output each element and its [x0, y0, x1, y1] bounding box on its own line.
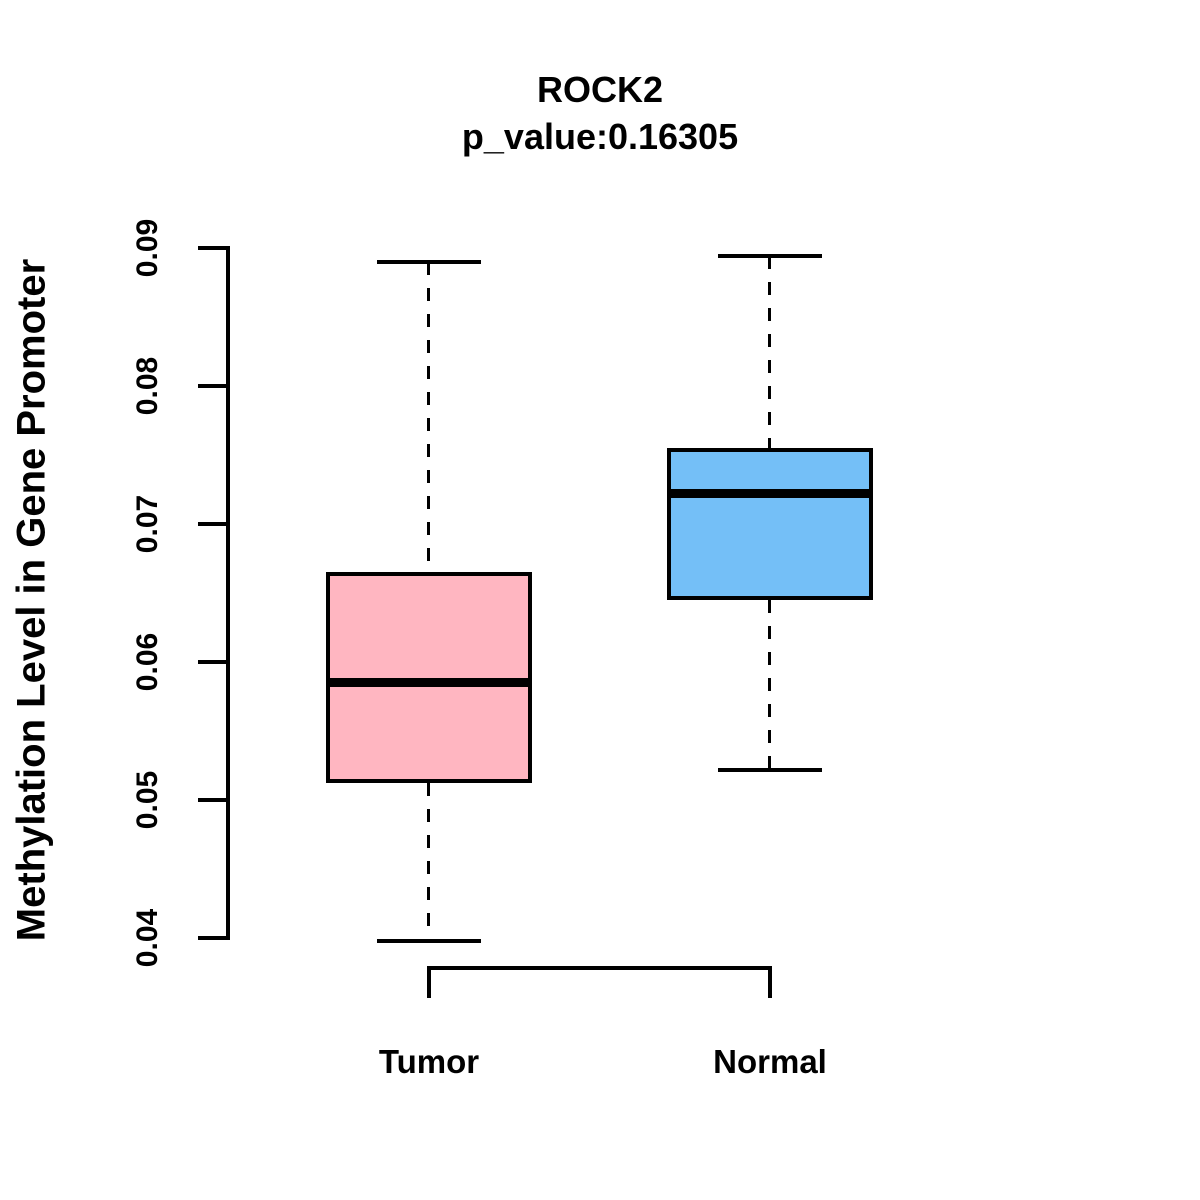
lower-whisker-line — [427, 783, 430, 941]
chart-title: ROCK2 — [536, 69, 664, 110]
y-axis-tick — [198, 522, 226, 526]
median-line-normal — [667, 489, 873, 499]
y-tick-label: 0.05 — [131, 770, 164, 830]
y-tick-label: 0.06 — [131, 632, 164, 692]
x-tick-label-normal: Normal — [713, 1043, 827, 1080]
y-tick-label: 0.04 — [131, 908, 164, 968]
y-axis-tick — [198, 798, 226, 802]
y-tick-label: 0.08 — [131, 356, 164, 416]
median-line-tumor — [326, 678, 532, 688]
y-axis-line — [226, 246, 230, 940]
upper-whisker-cap — [718, 254, 822, 259]
upper-whisker-cap — [377, 259, 481, 264]
x-tick-label-tumor: Tumor — [378, 1043, 480, 1080]
y-tick-label: 0.09 — [131, 218, 164, 278]
y-axis-tick — [198, 246, 226, 250]
lower-whisker-cap — [377, 938, 481, 943]
y-axis-tick — [198, 936, 226, 940]
chart-title-block: ROCK2 p_value:0.16305 — [462, 66, 738, 160]
x-axis-line — [429, 966, 770, 970]
lower-whisker-cap — [718, 767, 822, 772]
y-axis-tick — [198, 384, 226, 388]
box-tumor — [326, 572, 532, 784]
upper-whisker-line — [768, 256, 771, 449]
y-tick-label: 0.07 — [131, 494, 164, 554]
x-axis-tick-tumor — [427, 966, 431, 998]
y-axis-tick — [198, 660, 226, 664]
upper-whisker-line — [427, 261, 430, 573]
box-normal — [667, 448, 873, 600]
chart-subtitle-pvalue: p_value:0.16305 — [461, 116, 739, 157]
x-axis-tick-normal — [768, 966, 772, 998]
lower-whisker-line — [768, 599, 771, 770]
